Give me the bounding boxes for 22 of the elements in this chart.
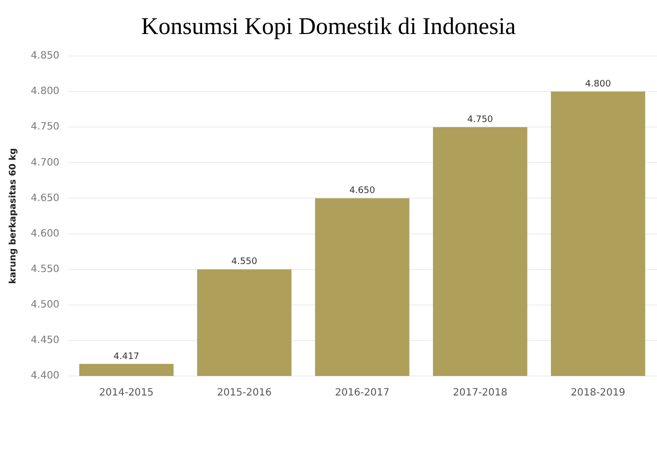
y-tick-label: 4.500 <box>30 299 60 310</box>
x-tick-label: 2018-2019 <box>570 388 626 399</box>
data-label: 4.800 <box>585 79 612 90</box>
x-tick-label: 2017-2018 <box>452 388 508 399</box>
y-tick-label: 4.400 <box>30 370 60 382</box>
x-tick-label: 2015-2016 <box>217 388 272 399</box>
y-tick-label: 4.700 <box>30 157 60 168</box>
y-axis-title: karung berkapasitas 60 kg <box>8 148 19 284</box>
y-tick-label: 4.550 <box>30 264 60 275</box>
data-label: 4.750 <box>467 114 494 125</box>
chart-title: Konsumsi Kopi Domestik di Indonesia <box>140 14 517 41</box>
x-tick-label: 2016-2017 <box>334 388 390 399</box>
y-tick-label: 4.650 <box>30 192 60 204</box>
y-tick-label: 4.850 <box>30 50 60 62</box>
x-tick-label: 2014-2015 <box>99 388 154 399</box>
y-tick-label: 4.750 <box>30 122 60 133</box>
data-label: 4.417 <box>114 352 140 362</box>
y-tick-label: 4.600 <box>30 228 60 240</box>
data-label: 4.650 <box>349 186 376 196</box>
data-label: 4.550 <box>231 257 258 268</box>
y-tick-label: 4.450 <box>30 335 60 346</box>
y-tick-label: 4.800 <box>30 86 60 98</box>
